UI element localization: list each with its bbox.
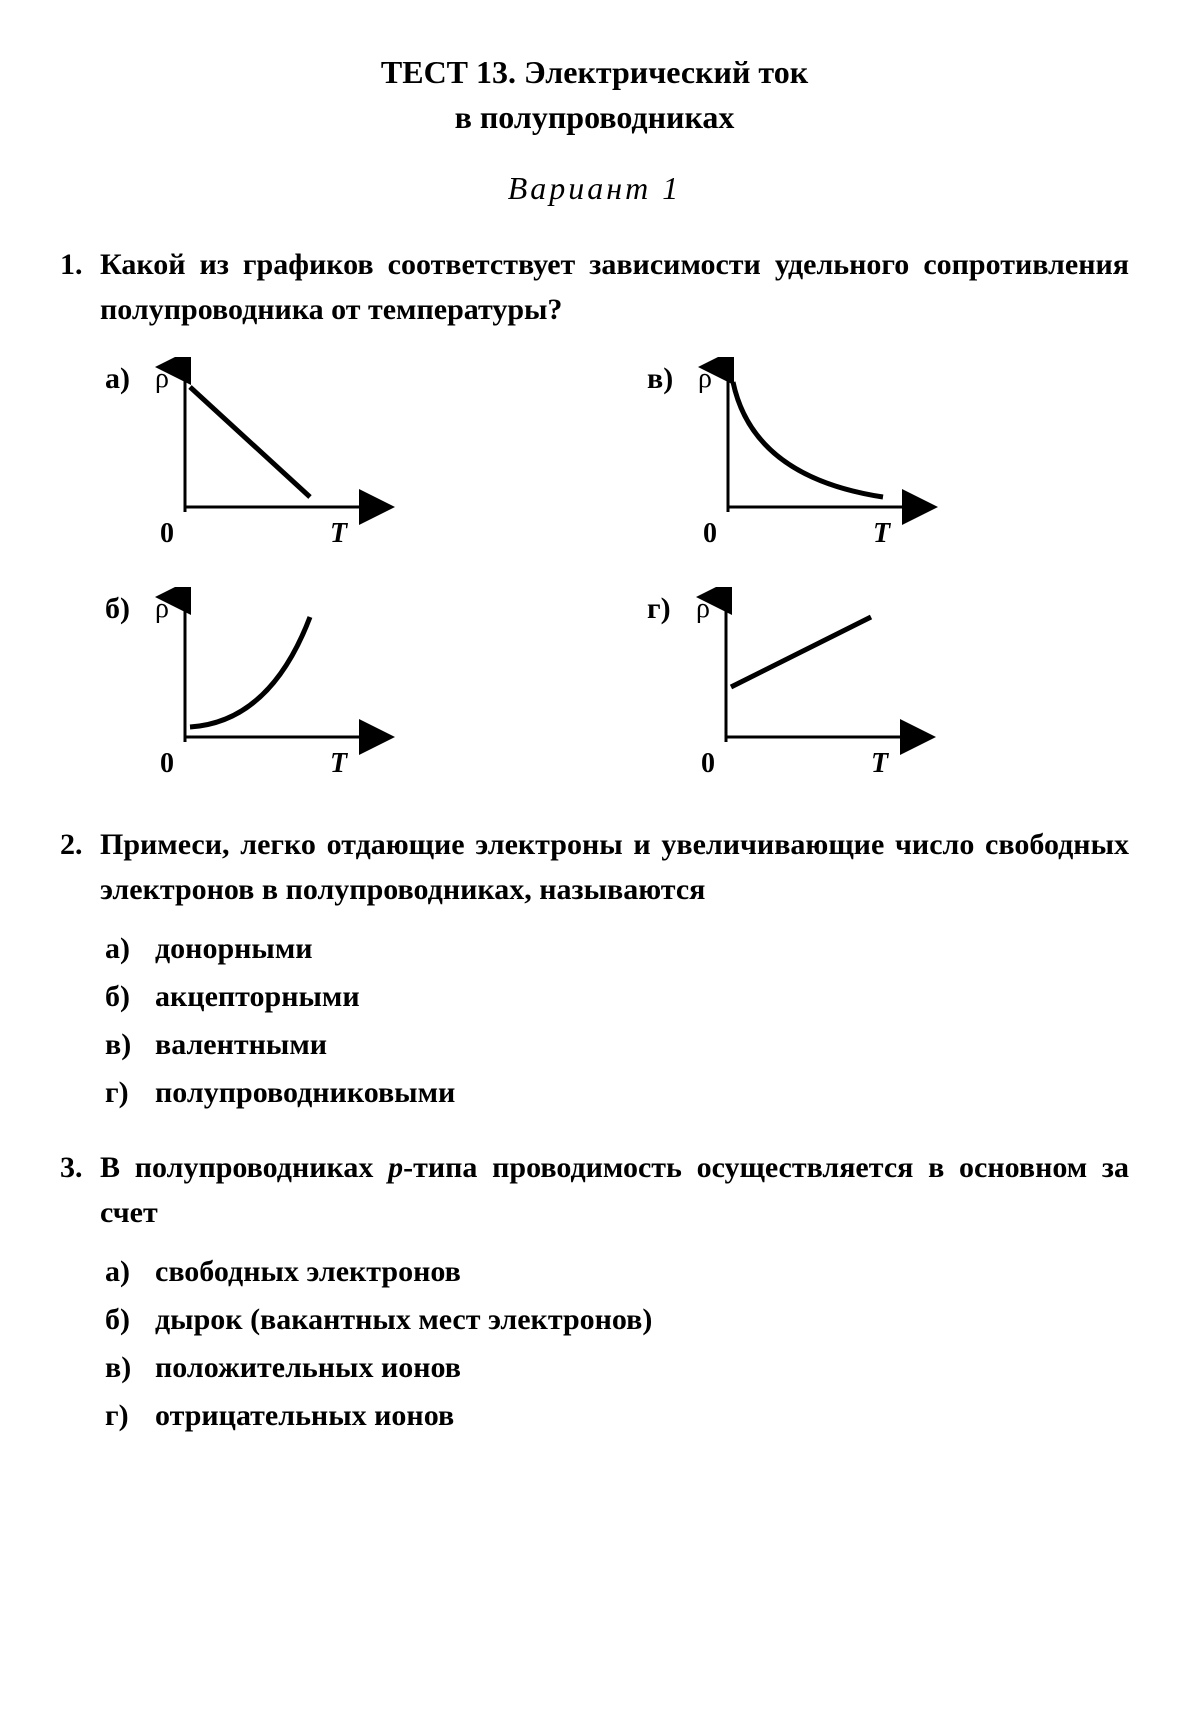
option-3b-label: б) [105, 1303, 155, 1337]
question-2-text: 2. Примеси, легко отдающие электроны и у… [60, 822, 1129, 912]
question-2-body: Примеси, легко отдающие электроны и увел… [100, 822, 1129, 912]
curve-b [190, 617, 310, 727]
chart-option-v: в) ρ 0 T [647, 357, 1129, 557]
option-2a: а) донорными [105, 932, 1129, 966]
chart-label-a: а) [105, 357, 130, 396]
q3-text-prefix: В полупроводниках [100, 1151, 388, 1184]
variant-heading: Вариант 1 [60, 170, 1129, 207]
chart-option-g: г) ρ 0 T [647, 587, 1129, 787]
question-3-text: 3. В полупроводниках p-типа проводимость… [60, 1145, 1129, 1235]
option-3a-text: свободных электронов [155, 1255, 461, 1289]
option-3b-text: дырок (вакантных мест электронов) [155, 1303, 652, 1337]
axis-y-label: ρ [155, 363, 169, 394]
chart-option-b: б) ρ 0 T [105, 587, 587, 787]
question-3-body: В полупроводниках p-типа проводимость ос… [100, 1145, 1129, 1235]
origin-label: 0 [160, 518, 174, 549]
title-line-2: в полупроводниках [60, 95, 1129, 140]
question-2: 2. Примеси, легко отдающие электроны и у… [60, 822, 1129, 1110]
q3-text-italic: p [388, 1151, 403, 1184]
option-2g-text: полупроводниковыми [155, 1076, 455, 1110]
axis-y-label: ρ [155, 593, 169, 624]
chart-v: ρ 0 T [683, 357, 943, 557]
option-2g: г) полупроводниковыми [105, 1076, 1129, 1110]
chart-option-a: а) ρ 0 T [105, 357, 587, 557]
option-2a-text: донорными [155, 932, 313, 966]
axis-x-label: T [871, 748, 890, 779]
title-block: ТЕСТ 13. Электрический ток в полупроводн… [60, 50, 1129, 140]
curve-a [190, 387, 310, 497]
origin-label: 0 [701, 748, 715, 779]
charts-grid: а) ρ 0 T [105, 357, 1129, 787]
origin-label: 0 [160, 748, 174, 779]
option-2b-text: акцепторными [155, 980, 360, 1014]
curve-v [733, 382, 883, 497]
question-2-number: 2. [60, 822, 100, 912]
option-3g: г) отрицательных ионов [105, 1399, 1129, 1433]
chart-label-v: в) [647, 357, 673, 396]
question-3-number: 3. [60, 1145, 100, 1235]
option-2a-label: а) [105, 932, 155, 966]
axis-x-label: T [330, 748, 349, 779]
option-2g-label: г) [105, 1076, 155, 1110]
axis-x-label: T [330, 518, 349, 549]
question-1-text: 1. Какой из графиков соответствует завис… [60, 242, 1129, 332]
chart-g: ρ 0 T [681, 587, 941, 787]
option-3a-label: а) [105, 1255, 155, 1289]
curve-g [731, 617, 871, 687]
axis-y-label: ρ [698, 363, 712, 394]
option-2v-text: валентными [155, 1028, 327, 1062]
option-3v: в) положительных ионов [105, 1351, 1129, 1385]
question-1: 1. Какой из графиков соответствует завис… [60, 242, 1129, 787]
chart-label-b: б) [105, 587, 130, 626]
question-3: 3. В полупроводниках p-типа проводимость… [60, 1145, 1129, 1433]
question-1-body: Какой из графиков соответствует зависимо… [100, 242, 1129, 332]
option-3g-text: отрицательных ионов [155, 1399, 454, 1433]
option-2v: в) валентными [105, 1028, 1129, 1062]
axis-x-label: T [873, 518, 892, 549]
origin-label: 0 [703, 518, 717, 549]
option-3v-label: в) [105, 1351, 155, 1385]
title-line-1: ТЕСТ 13. Электрический ток [60, 50, 1129, 95]
option-3b: б) дырок (вакантных мест электронов) [105, 1303, 1129, 1337]
option-3v-text: положительных ионов [155, 1351, 461, 1385]
option-3g-label: г) [105, 1399, 155, 1433]
chart-b: ρ 0 T [140, 587, 400, 787]
chart-a: ρ 0 T [140, 357, 400, 557]
option-3a: а) свободных электронов [105, 1255, 1129, 1289]
option-2v-label: в) [105, 1028, 155, 1062]
option-2b-label: б) [105, 980, 155, 1014]
chart-label-g: г) [647, 587, 671, 626]
question-3-options: а) свободных электронов б) дырок (вакант… [105, 1255, 1129, 1433]
option-2b: б) акцепторными [105, 980, 1129, 1014]
question-1-number: 1. [60, 242, 100, 332]
question-2-options: а) донорными б) акцепторными в) валентны… [105, 932, 1129, 1110]
axis-y-label: ρ [696, 593, 710, 624]
